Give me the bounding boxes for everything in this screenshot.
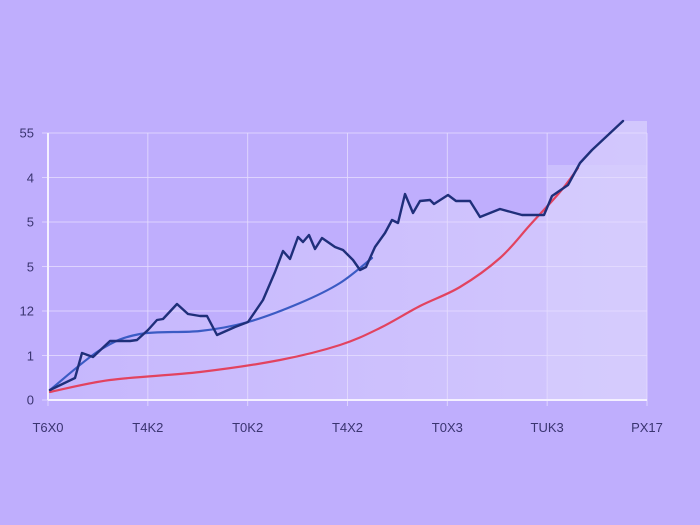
y-tick-label: 55 (19, 125, 34, 141)
series-line-dark-navy-jagged (48, 119, 625, 392)
y-tick-label: 0 (26, 392, 34, 408)
x-tick-label: T4K2 (132, 420, 164, 435)
series-lines (48, 119, 625, 394)
x-tick-label: TUK3 (530, 420, 564, 435)
x-tick-label: T0X3 (431, 420, 463, 435)
x-tick-label: T0K2 (232, 420, 264, 435)
y-tick-label: 12 (19, 303, 34, 319)
x-tick-label: PX17 (631, 420, 663, 435)
series-line-red-smooth (48, 166, 580, 394)
axes (47, 133, 647, 401)
y-tick-label: 4 (26, 170, 34, 185)
x-tick-label: T4X2 (331, 420, 364, 435)
y-tick-label: 1 (26, 348, 34, 363)
gridlines (42, 132, 648, 406)
x-tick-label: T6X0 (32, 420, 64, 435)
y-tick-label: 5 (26, 259, 34, 274)
y-tick-label: 5 (26, 214, 34, 230)
area-fill (50, 121, 647, 400)
